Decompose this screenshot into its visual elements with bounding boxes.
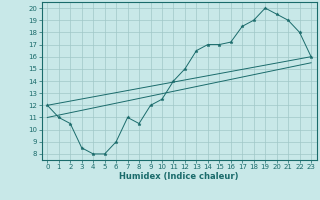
X-axis label: Humidex (Indice chaleur): Humidex (Indice chaleur) bbox=[119, 172, 239, 181]
